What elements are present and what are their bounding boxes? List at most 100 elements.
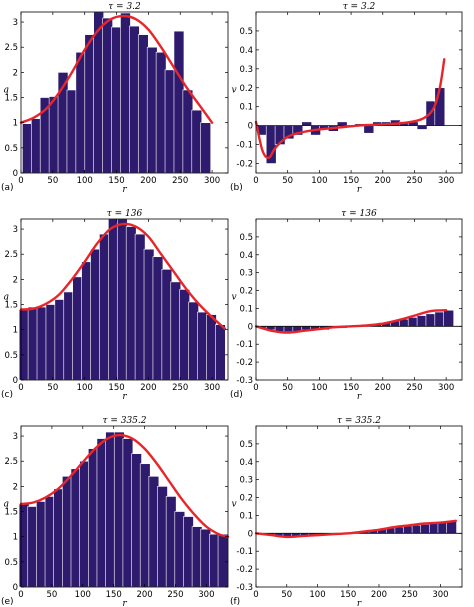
y-tick-label: 0.5 <box>239 440 253 450</box>
bar <box>434 311 446 327</box>
bar <box>283 326 295 332</box>
chart-panel-b: 0 50 100 150 200 250 300 -0.2 -0.1 0 0.1 0.2 0.3 0.4 0… <box>230 2 463 195</box>
bar <box>416 125 428 130</box>
bar <box>200 122 212 174</box>
bar <box>120 12 131 174</box>
y-tick-label: 0.4 <box>239 46 253 56</box>
x-tick-label: 300 <box>432 590 448 600</box>
x-tick-label: 50 <box>282 383 293 393</box>
panel-title: τ = 335.2 <box>102 416 146 426</box>
bar <box>443 309 454 327</box>
panel-label: (c) <box>1 390 13 400</box>
y-tick-label: -0.2 <box>236 358 253 368</box>
x-tick-label: 300 <box>204 383 220 393</box>
y-tick-label: 1.5 <box>4 94 18 104</box>
bar <box>336 121 348 126</box>
x-tick-label: 150 <box>340 590 356 600</box>
y-tick-label: 2 <box>13 275 18 285</box>
y-tick-label: -0.1 <box>236 340 253 350</box>
y-tick-label: 0.1 <box>239 511 253 521</box>
y-tick-label: 0 <box>248 529 253 539</box>
x-tick-label: 200 <box>375 383 391 393</box>
panel-label: (f) <box>230 597 240 607</box>
panel-label: (d) <box>230 390 243 400</box>
x-tick-label: 50 <box>282 176 293 186</box>
y-tick-label: 0.3 <box>239 476 253 486</box>
model-curve <box>254 58 446 160</box>
x-tick-label: 200 <box>375 176 391 186</box>
x-tick-label: 0 <box>18 176 23 186</box>
y-tick-label: -0.2 <box>236 565 253 575</box>
y-tick-label: 0.4 <box>239 458 253 468</box>
bar <box>206 314 217 381</box>
x-tick-label: 200 <box>136 590 152 600</box>
bar <box>54 299 66 381</box>
x-tick-label: 50 <box>47 383 58 393</box>
bar <box>161 269 173 381</box>
y-tick-label: 3 <box>13 18 18 28</box>
y-tick-label: 0 <box>13 583 18 593</box>
y-tick-label: 0 <box>248 322 253 332</box>
bar <box>30 118 42 174</box>
y-tick-label: 0.1 <box>239 103 253 113</box>
panel-label: (e) <box>1 597 14 607</box>
panel-title: τ = 3.2 <box>108 2 141 12</box>
bar <box>75 51 87 174</box>
x-tick-label: 250 <box>172 176 188 186</box>
chart-panel-f: 0 50 100 150 200 250 300 -0.3 -0.2 -0.1 0 0.1 0.2 0.3… <box>230 416 463 607</box>
x-tick-label: 150 <box>343 176 359 186</box>
y-tick-label: 0.2 <box>239 84 253 94</box>
bar <box>155 51 167 174</box>
axes-frame <box>255 425 463 588</box>
y-axis-label: q <box>3 293 9 303</box>
bar <box>102 17 113 174</box>
bar <box>434 87 446 126</box>
x-tick-label: 300 <box>438 383 454 393</box>
x-tick-label: 50 <box>281 590 292 600</box>
y-tick-label: 0.2 <box>239 287 253 297</box>
x-tick-label: 50 <box>46 590 57 600</box>
bar <box>179 289 190 381</box>
axes-frame <box>20 11 229 174</box>
x-tick-label: 250 <box>406 383 422 393</box>
axes-frame <box>20 425 229 588</box>
y-tick-label: -0.2 <box>236 160 253 170</box>
bar <box>164 69 176 174</box>
bar <box>217 533 229 588</box>
y-tick-label: 0.3 <box>239 269 253 279</box>
y-tick-label: -0.1 <box>236 547 253 557</box>
bar <box>36 306 48 381</box>
x-axis-label: r <box>122 392 127 402</box>
x-tick-label: 100 <box>311 383 327 393</box>
x-tick-label: 0 <box>253 383 258 393</box>
y-tick-label: 0 <box>13 169 18 179</box>
bar <box>446 521 457 534</box>
panel-label: (b) <box>230 183 243 193</box>
bar <box>111 26 122 174</box>
x-tick-label: 200 <box>140 383 156 393</box>
bar <box>129 25 140 174</box>
bar <box>134 233 146 381</box>
panel-title: τ = 3.2 <box>343 2 376 12</box>
bar <box>197 311 208 381</box>
panel-title: τ = 335.2 <box>337 416 381 426</box>
y-tick-label: -0.1 <box>236 141 253 151</box>
y-tick-label: 1.5 <box>4 301 18 311</box>
x-tick-label: 200 <box>371 590 387 600</box>
y-axis-label: q <box>3 500 9 510</box>
bar <box>66 89 78 174</box>
bar <box>182 89 194 174</box>
x-tick-label: 200 <box>140 176 156 186</box>
y-tick-label: 0 <box>248 122 253 132</box>
bar <box>93 11 104 174</box>
y-tick-label: 2 <box>13 68 18 78</box>
x-tick-label: 100 <box>309 590 325 600</box>
y-tick-label: 0.5 <box>239 233 253 243</box>
model-curve <box>254 519 458 539</box>
x-tick-label: 0 <box>18 590 23 600</box>
x-axis-label: r <box>357 599 362 607</box>
x-tick-label: 300 <box>438 176 454 186</box>
bar <box>363 125 375 134</box>
x-tick-label: 250 <box>406 176 422 186</box>
